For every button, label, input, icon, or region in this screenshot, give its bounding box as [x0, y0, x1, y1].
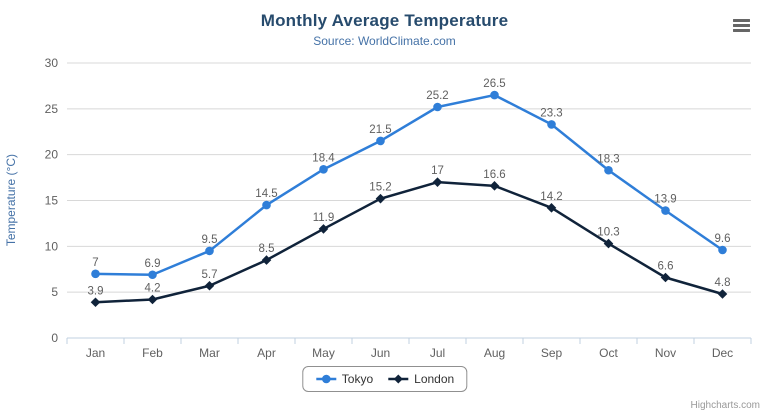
y-tick-label: 30	[45, 56, 59, 70]
tokyo-legend-marker	[315, 374, 336, 384]
tokyo-point[interactable]	[661, 206, 670, 215]
credits-link[interactable]: Highcharts.com	[690, 400, 760, 411]
y-tick-label: 5	[51, 285, 58, 299]
y-tick-label: 25	[45, 102, 59, 116]
data-label: 9.6	[715, 233, 731, 245]
tokyo-line[interactable]	[94, 93, 724, 276]
tokyo-point[interactable]	[433, 102, 442, 112]
x-tick-label: Jul	[430, 346, 445, 360]
data-label: 21.5	[369, 124, 391, 136]
london-point[interactable]	[90, 297, 101, 308]
data-label: 23.3	[540, 107, 562, 119]
y-tick-label: 15	[45, 194, 59, 208]
x-tick-label: May	[312, 346, 335, 360]
tokyo-point[interactable]	[148, 270, 157, 280]
chart-title: Monthly Average Temperature	[260, 11, 509, 30]
data-label: 10.3	[597, 227, 619, 239]
x-tick-label: Dec	[712, 346, 733, 360]
y-axis-title: Temperature (°C)	[4, 153, 18, 247]
series-london: 3.9 4.2 5.7 8.5 11.9 15.2 17 16.6 14.2 10.3 6.6 4.8	[88, 165, 731, 308]
tokyo-point[interactable]	[205, 246, 214, 256]
legend-item-london[interactable]: London	[387, 372, 454, 386]
data-label: 14.5	[255, 188, 277, 200]
london-point[interactable]	[261, 255, 272, 265]
x-tick-label: Jun	[371, 346, 390, 360]
data-label: 16.6	[483, 169, 505, 181]
data-label: 18.3	[597, 153, 619, 165]
x-tick-label: Mar	[199, 346, 220, 360]
x-tick-label: Oct	[599, 346, 618, 360]
x-tick-label: Sep	[541, 346, 563, 360]
data-label: 25.2	[426, 90, 448, 102]
london-point[interactable]	[432, 177, 443, 187]
x-tick-label: Nov	[655, 346, 676, 360]
data-label: 5.7	[202, 269, 218, 281]
london-line[interactable]	[94, 180, 724, 304]
data-label: 7	[92, 257, 98, 269]
london-point[interactable]	[603, 238, 614, 249]
x-tick-label: Aug	[484, 346, 505, 360]
data-label: 9.5	[202, 234, 218, 246]
data-label: 18.4	[312, 152, 335, 164]
y-tick-label: 20	[45, 148, 59, 162]
london-point[interactable]	[375, 193, 386, 204]
chart-subtitle: Source: WorldClimate.com	[313, 34, 456, 48]
data-label: 11.9	[313, 212, 335, 224]
y-tick-label: 10	[45, 239, 59, 253]
data-label: 8.5	[259, 243, 275, 255]
tokyo-point[interactable]	[262, 200, 271, 210]
london-point[interactable]	[489, 181, 500, 191]
legend-label: London	[414, 372, 455, 386]
london-legend-marker	[388, 374, 409, 384]
london-point[interactable]	[147, 294, 158, 305]
data-label: 15.2	[369, 182, 391, 194]
data-label: 4.2	[145, 283, 161, 295]
data-label: 14.2	[540, 191, 562, 203]
x-tick-label: Feb	[142, 346, 163, 360]
legend-label: Tokyo	[341, 372, 374, 386]
data-label: 17	[431, 165, 444, 177]
tokyo-point[interactable]	[604, 165, 613, 175]
data-label: 13.9	[654, 194, 676, 206]
tokyo-point[interactable]	[319, 165, 328, 174]
x-tick-label: Jan	[86, 346, 105, 360]
london-point[interactable]	[717, 289, 728, 299]
data-label: 6.6	[658, 261, 674, 273]
tokyo-point[interactable]	[718, 245, 727, 255]
legend: Tokyo London	[301, 366, 468, 392]
legend-item-tokyo[interactable]: Tokyo	[315, 372, 373, 386]
london-point[interactable]	[660, 272, 671, 283]
y-tick-label: 0	[51, 331, 58, 345]
london-point[interactable]	[204, 280, 215, 291]
tokyo-point[interactable]	[376, 136, 385, 146]
data-label: 26.5	[483, 78, 505, 90]
london-point[interactable]	[546, 203, 557, 213]
london-point[interactable]	[318, 224, 329, 234]
series-tokyo: 7 6.9 9.5 14.5 18.4 21.5 25.2 26.5 23.3 18.3 13.9 9…	[91, 78, 731, 280]
tokyo-point[interactable]	[547, 120, 556, 129]
tokyo-point[interactable]	[91, 269, 100, 279]
data-label: 3.9	[88, 285, 104, 297]
context-menu-button[interactable]	[733, 14, 755, 36]
data-label: 4.8	[715, 277, 731, 289]
tokyo-point[interactable]	[490, 90, 499, 100]
data-label: 6.9	[145, 258, 161, 270]
x-tick-label: Apr	[257, 346, 276, 360]
